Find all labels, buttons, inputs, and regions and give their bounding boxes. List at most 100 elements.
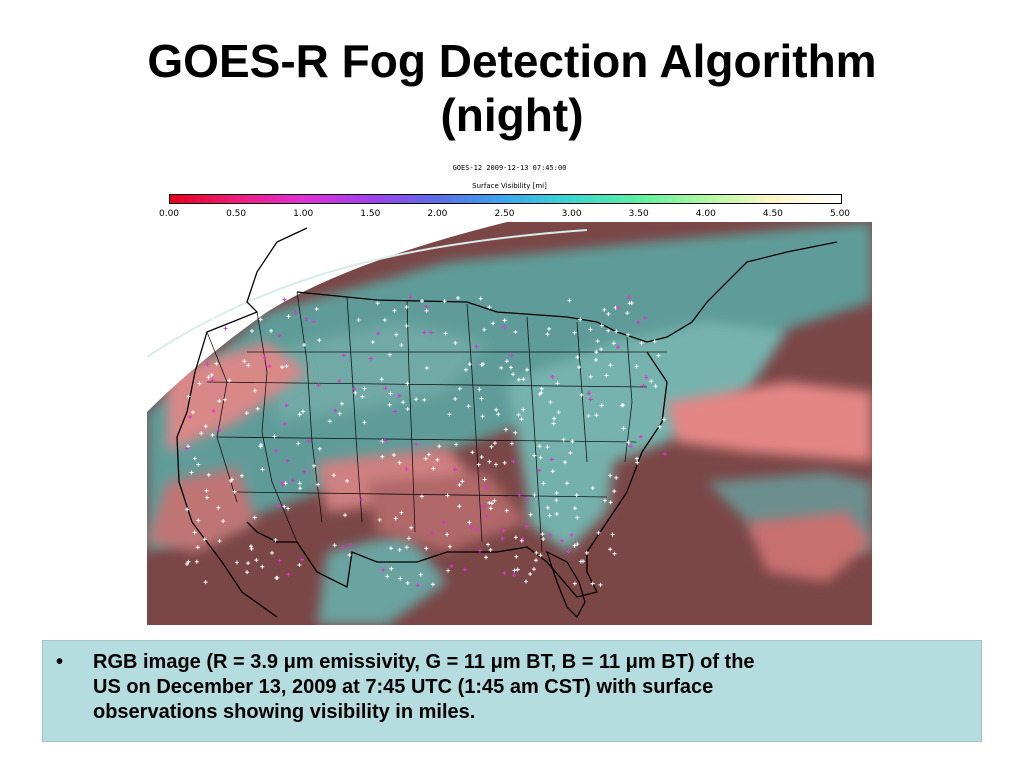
station-marker (546, 326, 551, 331)
station-marker (531, 567, 536, 572)
station-marker (586, 391, 591, 396)
station-marker (388, 546, 393, 551)
colorbar-tick-label: 2.00 (427, 209, 448, 219)
station-marker (488, 547, 493, 552)
station-marker (199, 431, 204, 436)
station-marker (474, 527, 479, 532)
station-marker (487, 500, 492, 505)
station-marker (260, 564, 265, 569)
station-marker (517, 492, 522, 497)
station-marker (273, 537, 278, 542)
title-line-1: GOES-R Fog Detection Algorithm (147, 35, 877, 87)
station-marker (519, 538, 524, 543)
space-area (147, 222, 507, 412)
station-marker (404, 466, 409, 471)
station-marker (282, 421, 287, 426)
station-marker (399, 343, 404, 348)
station-marker (272, 434, 277, 439)
station-marker (194, 559, 199, 564)
station-marker (608, 363, 613, 368)
station-marker (189, 470, 194, 475)
station-marker (345, 478, 350, 483)
colorbar-tick-label: 1.00 (293, 209, 314, 219)
station-marker (652, 339, 657, 344)
station-marker (453, 396, 458, 401)
station-marker (492, 441, 497, 446)
station-marker (192, 530, 197, 535)
station-marker (499, 365, 504, 370)
station-marker (214, 361, 219, 366)
station-marker (569, 532, 574, 537)
station-marker (524, 524, 529, 529)
station-marker (443, 331, 448, 336)
station-marker (513, 430, 518, 435)
station-marker (563, 460, 568, 465)
station-marker (480, 414, 485, 419)
station-marker (599, 403, 604, 408)
station-marker (317, 338, 322, 343)
station-marker (550, 469, 555, 474)
station-marker (381, 567, 386, 572)
station-marker (393, 516, 398, 521)
fog-rgb-figure: GOES-12 2009-12-13 07:45:00 Surface Visi… (147, 158, 872, 625)
station-marker (548, 400, 553, 405)
station-marker (312, 463, 317, 468)
station-marker (252, 388, 257, 393)
station-marker (537, 444, 542, 449)
florida-outline (545, 550, 586, 618)
station-marker (286, 572, 291, 577)
station-marker (227, 311, 232, 316)
station-marker (314, 307, 319, 312)
station-marker (554, 511, 559, 516)
station-marker (387, 352, 392, 357)
station-marker (555, 381, 560, 386)
station-marker (598, 582, 603, 587)
station-marker (460, 479, 465, 484)
station-marker (304, 317, 309, 322)
station-marker (556, 410, 561, 415)
station-marker (602, 498, 607, 503)
station-marker (594, 350, 599, 355)
slide-title: GOES-R Fog Detection Algorithm (night) (0, 34, 1024, 142)
station-marker (339, 401, 344, 406)
station-marker (554, 498, 559, 503)
station-marker (190, 410, 195, 415)
station-marker (445, 493, 450, 498)
station-marker (612, 489, 617, 494)
station-marker (375, 301, 380, 306)
station-marker (362, 386, 367, 391)
station-marker (545, 505, 550, 510)
station-marker (186, 559, 191, 564)
station-marker (456, 295, 461, 300)
station-marker (399, 510, 404, 515)
station-marker (327, 419, 332, 424)
station-marker (593, 357, 598, 362)
station-marker (644, 375, 649, 380)
station-marker (282, 297, 287, 302)
station-marker (512, 568, 517, 573)
station-marker (422, 397, 427, 402)
station-marker (608, 500, 613, 505)
station-marker (216, 505, 221, 510)
station-marker (285, 458, 290, 463)
station-marker (615, 345, 620, 350)
station-marker (515, 567, 520, 572)
station-marker (401, 400, 406, 405)
station-marker (437, 444, 442, 449)
station-marker (494, 407, 499, 412)
station-marker (504, 359, 509, 364)
station-marker (185, 446, 190, 451)
station-marker (359, 497, 364, 502)
station-marker (524, 579, 529, 584)
station-marker (478, 296, 483, 301)
station-marker (385, 574, 390, 579)
station-marker (657, 424, 662, 429)
station-marker (638, 434, 643, 439)
station-marker (457, 386, 462, 391)
colorbar-tick-label: 0.00 (158, 209, 180, 219)
station-marker (398, 576, 403, 581)
station-marker (453, 340, 458, 345)
station-marker (575, 515, 580, 520)
station-marker (227, 378, 232, 383)
station-marker (636, 320, 641, 325)
